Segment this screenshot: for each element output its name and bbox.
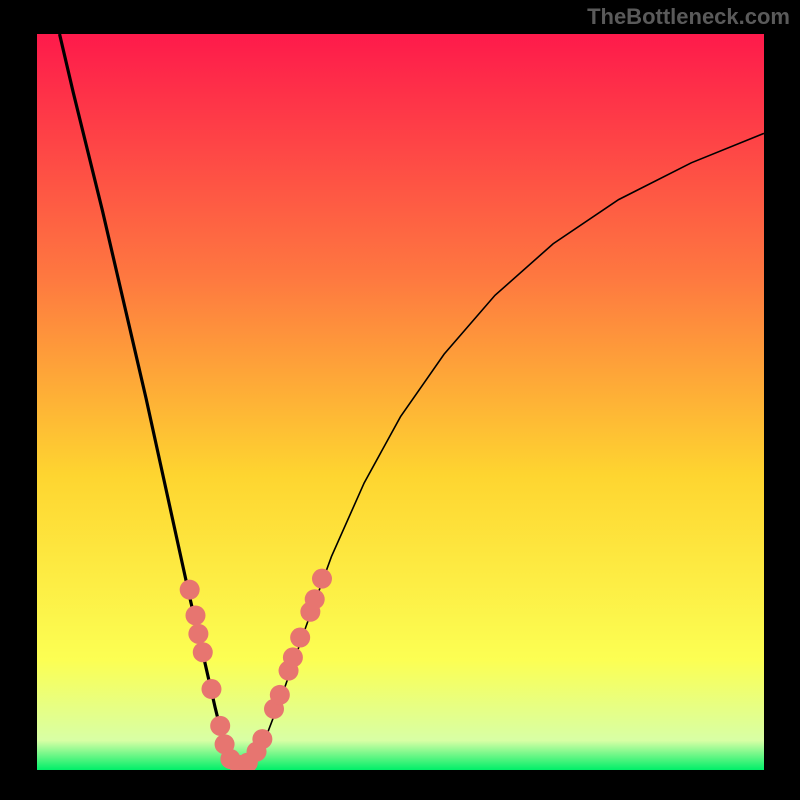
watermark-text: TheBottleneck.com — [587, 4, 790, 30]
data-marker — [290, 628, 310, 648]
chart-plot-area — [37, 34, 764, 770]
curve-right-branch — [239, 133, 764, 767]
data-marker — [188, 624, 208, 644]
data-marker — [305, 589, 325, 609]
data-marker — [180, 580, 200, 600]
data-marker — [283, 647, 303, 667]
curve-left-branch — [60, 34, 240, 767]
data-marker — [193, 642, 213, 662]
data-marker — [270, 685, 290, 705]
data-marker — [201, 679, 221, 699]
data-marker — [252, 729, 272, 749]
data-marker — [210, 716, 230, 736]
data-marker — [185, 605, 205, 625]
data-marker — [312, 569, 332, 589]
marker-group — [180, 569, 332, 770]
chart-svg — [37, 34, 764, 770]
